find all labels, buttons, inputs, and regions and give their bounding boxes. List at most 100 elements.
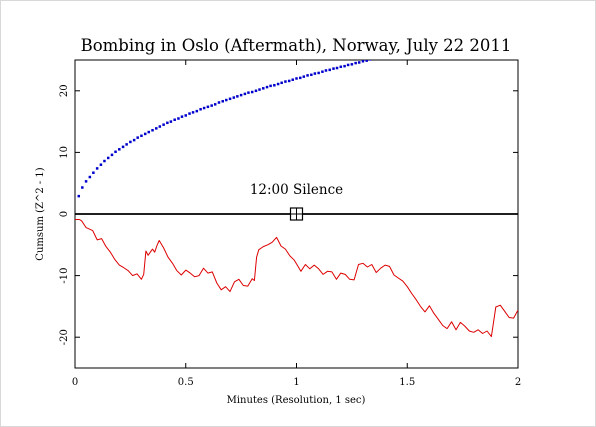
- series-0-point-45: [243, 92, 247, 96]
- series-0-point-24: [166, 121, 169, 125]
- x-tick-label-0: 0: [72, 377, 78, 388]
- series-0-point-59: [295, 77, 298, 80]
- series-0-point-50: [262, 87, 265, 90]
- series-0-point-78: [365, 60, 368, 62]
- series-0-point-62: [306, 74, 309, 77]
- series-0-point-33: [199, 108, 202, 111]
- series-0-point-80: [372, 60, 376, 61]
- series-0-point-27: [177, 117, 180, 120]
- series-0-point-1: [81, 186, 84, 189]
- series-0-point-47: [250, 90, 254, 94]
- series-0-point-34: [202, 106, 206, 110]
- series-0-point-32: [195, 109, 199, 113]
- series-0-point-18: [143, 132, 147, 136]
- series-0-point-15: [132, 138, 136, 142]
- series-0-point-2: [84, 180, 88, 183]
- series-0-point-19: [147, 130, 151, 134]
- series-0-point-71: [339, 65, 343, 69]
- x-tick-label-1: 0.5: [178, 377, 194, 388]
- series-0: [77, 56, 383, 198]
- series-0-point-49: [258, 88, 261, 91]
- series-0-point-53: [273, 84, 276, 87]
- series-0-point-9: [110, 153, 114, 157]
- series-0-point-23: [162, 123, 165, 126]
- series-layer: [75, 56, 518, 338]
- series-0-point-16: [136, 136, 139, 139]
- x-axis-ticks: 0 0.5 1 1.5 2: [72, 60, 521, 388]
- series-0-point-40: [225, 98, 228, 102]
- series-0-point-57: [287, 79, 291, 83]
- series-0-point-60: [299, 76, 302, 80]
- series-0-point-38: [217, 101, 221, 104]
- series-0-point-69: [332, 67, 335, 70]
- series-0-point-56: [284, 80, 287, 83]
- series-0-point-7: [103, 159, 106, 163]
- series-0-point-73: [346, 63, 350, 67]
- y-tick-label-4: -20: [59, 329, 70, 345]
- series-0-point-30: [188, 112, 191, 115]
- series-0-point-10: [114, 150, 117, 154]
- y-tick-label-2: 0: [59, 211, 70, 217]
- series-0-point-75: [354, 61, 357, 65]
- y-tick-label-3: -10: [59, 268, 70, 284]
- series-0-point-79: [369, 60, 372, 61]
- x-tick-label-2: 1: [293, 377, 299, 388]
- x-tick-label-3: 1.5: [399, 377, 415, 388]
- series-0-point-63: [310, 73, 313, 77]
- series-0-point-58: [291, 78, 294, 81]
- series-0-point-82: [380, 56, 383, 59]
- series-1-line: [75, 219, 518, 338]
- annotation-label: 12:00 Silence: [250, 182, 343, 198]
- series-0-point-54: [276, 82, 280, 86]
- series-0-point-70: [335, 66, 339, 70]
- series-0-point-8: [106, 156, 110, 160]
- series-0-point-51: [265, 85, 269, 89]
- series-0-point-64: [313, 72, 317, 75]
- series-0-point-72: [343, 64, 346, 68]
- series-0-point-0: [77, 194, 81, 198]
- series-0-point-20: [151, 128, 154, 132]
- event-marker: [289, 207, 304, 221]
- series-0-point-26: [173, 118, 176, 122]
- series-0-point-14: [129, 140, 132, 144]
- series-0-point-61: [302, 75, 306, 78]
- series-0-point-36: [210, 104, 213, 107]
- series-0-point-31: [191, 111, 195, 114]
- series-0-point-29: [184, 114, 187, 117]
- series-0-point-6: [99, 163, 103, 166]
- series-0-point-39: [221, 100, 224, 103]
- series-0-point-21: [155, 127, 158, 130]
- y-tick-label-1: 10: [59, 146, 70, 159]
- series-0-point-42: [232, 96, 236, 99]
- series-0-point-12: [121, 145, 125, 149]
- series-0-point-43: [236, 95, 239, 98]
- y-axis-label: Cumsum (Z^2 - 1): [35, 167, 46, 260]
- series-0-point-66: [321, 70, 324, 73]
- series-0-point-67: [324, 69, 328, 72]
- series-0-point-48: [254, 89, 258, 93]
- series-0-point-37: [213, 103, 217, 106]
- series-0-point-4: [92, 171, 95, 174]
- series-0-point-68: [328, 68, 331, 72]
- series-0-point-77: [361, 60, 365, 63]
- series-0-point-81: [377, 56, 380, 59]
- series-0-point-35: [206, 105, 210, 109]
- series-0-point-44: [239, 93, 243, 97]
- series-0-point-65: [317, 71, 320, 75]
- series-0-point-3: [88, 175, 92, 179]
- series-0-point-22: [158, 125, 162, 128]
- series-0-point-74: [350, 63, 354, 66]
- series-0-point-17: [140, 134, 143, 138]
- series-0-point-13: [125, 143, 128, 146]
- series-0-point-5: [95, 167, 99, 170]
- y-tick-label-0: 20: [59, 84, 70, 97]
- series-0-point-11: [118, 148, 121, 151]
- chart-title: Bombing in Oslo (Aftermath), Norway, Jul…: [81, 36, 512, 55]
- series-0-point-55: [280, 81, 283, 85]
- series-0-point-46: [247, 91, 250, 94]
- series-0-point-52: [269, 84, 272, 88]
- series-0-point-25: [169, 120, 173, 123]
- series-0-point-41: [228, 97, 232, 101]
- x-axis-label: Minutes (Resolution, 1 sec): [227, 395, 366, 406]
